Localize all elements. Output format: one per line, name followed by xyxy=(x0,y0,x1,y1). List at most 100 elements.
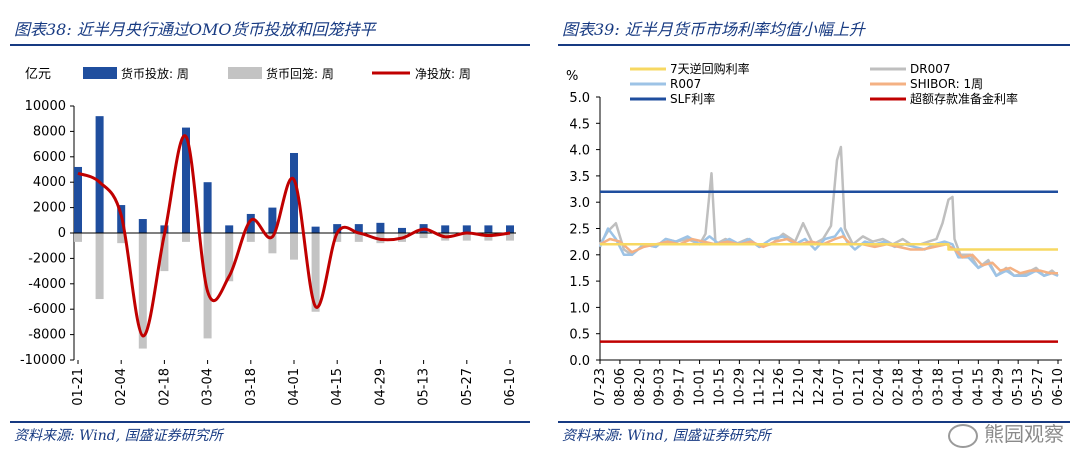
right-y-tick-label: 4.0 xyxy=(569,144,590,159)
right-x-tick-label: 04-29 xyxy=(991,368,1006,406)
left-unit-label: 亿元 xyxy=(25,67,51,82)
right-unit-label: % xyxy=(566,69,578,84)
right-x-tick-label: 03-04 xyxy=(912,368,927,406)
left-x-tick-label: 01-21 xyxy=(71,368,86,406)
right-x-tick-label: 05-27 xyxy=(1031,368,1046,406)
bar-injection xyxy=(138,219,147,233)
left-x-tick-label: 03-04 xyxy=(201,368,216,406)
right-y-tick-label: 5.0 xyxy=(569,91,590,106)
right-legend-label: 超额存款准备金利率 xyxy=(910,91,1018,106)
left-y-tick-label: 10000 xyxy=(25,99,66,114)
left-y-tick-label: -2000 xyxy=(28,251,66,266)
bar-injection xyxy=(462,225,471,233)
line-dr007 xyxy=(598,145,1059,278)
bar-injection xyxy=(354,224,363,233)
left-y-tick-label: -6000 xyxy=(28,302,66,317)
line-reverse-repo-7d xyxy=(600,243,1058,251)
bar-withdrawal xyxy=(160,233,169,272)
right-title-rule xyxy=(558,44,1070,46)
line-shibor-1w xyxy=(599,235,1058,275)
left-y-tick-label: 0 xyxy=(58,226,66,241)
right-x-tick-label: 01-07 xyxy=(832,368,847,406)
left-x-tick-label: 06-10 xyxy=(503,368,518,406)
right-x-tick-label: 12-10 xyxy=(792,368,807,406)
right-y-tick-label: 0.5 xyxy=(569,328,590,343)
bar-injection xyxy=(333,224,342,233)
right-x-tick-label: 11-12 xyxy=(752,368,767,406)
left-x-tick-label: 02-18 xyxy=(157,368,172,406)
bar-withdrawal xyxy=(354,233,363,242)
left-source-note: 资料来源: Wind, 国盛证券研究所 xyxy=(14,428,223,444)
left-y-tick-label: -8000 xyxy=(28,328,66,343)
right-x-tick-label: 11-26 xyxy=(772,368,787,406)
left-y-tick-label: -10000 xyxy=(20,353,66,368)
bar-withdrawal xyxy=(246,233,255,242)
right-y-tick-label: 2.0 xyxy=(569,249,590,264)
bar-injection xyxy=(484,225,493,233)
bar-injection xyxy=(95,116,104,233)
bar-withdrawal xyxy=(138,233,147,349)
left-y-tick-label: 4000 xyxy=(33,175,66,190)
bar-withdrawal xyxy=(419,233,428,239)
bar-withdrawal xyxy=(74,233,82,242)
left-title-rule xyxy=(10,44,530,46)
right-source-note: 资料来源: Wind, 国盛证券研究所 xyxy=(562,428,771,444)
omo-chart: 亿元 货币投放: 周 货币回笼: 周 净投放: 周 10000 8000 6000 4000 2… xyxy=(20,66,518,406)
bar-withdrawal xyxy=(506,233,514,241)
right-legend-label: SLF利率 xyxy=(670,91,715,106)
right-x-tick-label: 09-17 xyxy=(673,368,688,406)
right-y-tick-label: 1.0 xyxy=(569,301,590,316)
right-x-tick-label: 01-21 xyxy=(852,368,867,406)
bar-withdrawal xyxy=(268,233,277,254)
bar-injection xyxy=(506,225,514,233)
left-y-tick-label: 6000 xyxy=(33,150,66,165)
right-legend-label: SHIBOR: 1周 xyxy=(910,77,983,91)
left-chart-panel: 图表38: 近半月央行通过OMO货币投放和回笼持平 亿元 货币投放: 周 货币回笼:… xyxy=(10,20,530,444)
bar-injection xyxy=(182,127,190,233)
bar-injection xyxy=(398,227,406,233)
right-x-tick-label: 06-10 xyxy=(1051,368,1066,406)
left-chart-title: 图表38: 近半月央行通过OMO货币投放和回笼持平 xyxy=(14,20,376,39)
legend-label-withdrawal: 货币回笼: 周 xyxy=(266,66,334,81)
right-x-tick-label: 05-13 xyxy=(1011,368,1026,406)
left-x-tick-label: 05-27 xyxy=(460,368,475,406)
line-r007 xyxy=(598,227,1059,278)
right-y-tick-label: 0.0 xyxy=(569,354,590,369)
legend-label-net: 净投放: 周 xyxy=(415,66,471,81)
left-y-tick-label: -4000 xyxy=(28,277,66,292)
right-x-tick-label: 08-06 xyxy=(613,368,628,406)
right-x-tick-label: 02-18 xyxy=(892,368,907,406)
wechat-icon xyxy=(948,423,978,448)
right-legend-label: R007 xyxy=(670,77,701,91)
left-x-tick-label: 03-18 xyxy=(244,368,259,406)
bar-withdrawal xyxy=(182,233,190,242)
right-x-tick-label: 02-04 xyxy=(872,368,887,406)
right-x-tick-label: 03-18 xyxy=(932,368,947,406)
bar-withdrawal xyxy=(462,233,471,241)
bar-withdrawal xyxy=(290,233,298,260)
right-x-tick-label: 10-29 xyxy=(732,368,747,406)
watermark-text: 熊园观察 xyxy=(984,422,1064,446)
right-x-tick-label: 04-15 xyxy=(971,368,986,406)
legend-swatch-injection xyxy=(83,67,117,79)
bar-withdrawal xyxy=(225,233,234,282)
rates-chart: % 5.0 4.5 4.0 3.5 3.0 2.5 2.0 1.5 1.0 0.5 0.007-23 0… xyxy=(566,61,1066,406)
left-x-tick-label: 02-04 xyxy=(114,368,129,406)
watermark: 熊园观察 xyxy=(948,418,1064,448)
bar-withdrawal xyxy=(117,233,126,244)
right-x-tick-label: 10-15 xyxy=(712,368,727,406)
left-y-tick-label: 8000 xyxy=(33,124,66,139)
left-x-tick-label: 05-13 xyxy=(417,368,432,406)
bar-injection xyxy=(246,213,255,233)
right-chart-panel: 图表39: 近半月货币市场利率均值小幅上升 % 5.0 4.5 4.0 3.5 3.0 2.… xyxy=(548,0,1080,471)
bar-withdrawal xyxy=(333,233,342,242)
legend-swatch-withdrawal xyxy=(228,67,262,79)
bar-injection xyxy=(376,222,385,233)
right-legend-label: 7天逆回购利率 xyxy=(670,61,750,76)
right-legend-label: DR007 xyxy=(910,62,950,76)
left-x-tick-label: 04-01 xyxy=(287,368,302,406)
right-x-tick-label: 08-20 xyxy=(633,368,648,406)
right-chart-title: 图表39: 近半月货币市场利率均值小幅上升 xyxy=(562,20,865,39)
bar-injection xyxy=(268,207,277,233)
right-y-tick-label: 2.5 xyxy=(569,223,590,238)
